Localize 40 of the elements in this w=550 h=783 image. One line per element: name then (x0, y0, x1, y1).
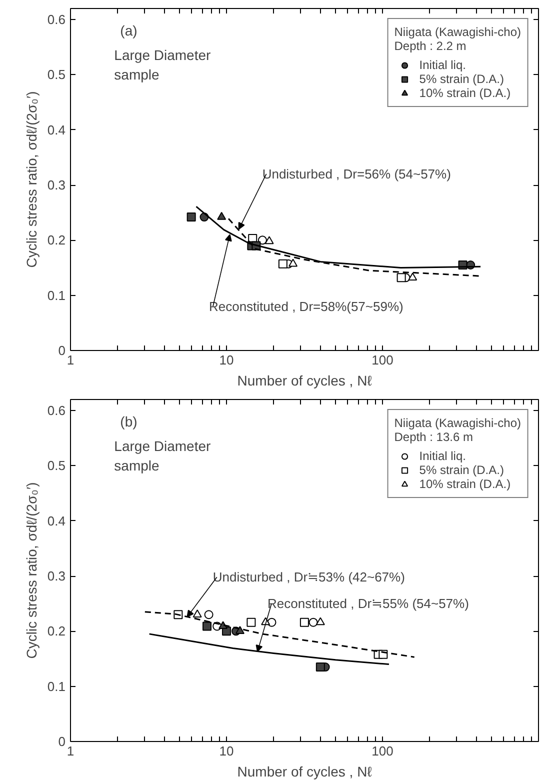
y-tick-label: 0.3 (47, 178, 66, 193)
legend-label: 5% strain (D.A.) (419, 72, 504, 86)
y-tick-label: 0.6 (47, 12, 66, 28)
y-tick-label: 0.3 (47, 568, 66, 584)
annotation: Reconstituted , Dr≒55% (54~57%) (268, 596, 469, 612)
x-tick-label: 10 (219, 352, 234, 368)
y-axis-title: Cyclic stress ratio, σdℓ/(2σ₀′) (23, 482, 40, 659)
legend-label: 10% strain (D.A.) (419, 477, 511, 491)
y-axis-title: Cyclic stress ratio, σdℓ/(2σ₀′) (23, 91, 40, 268)
x-tick-label: 100 (372, 352, 394, 368)
annotation: (a) (120, 22, 138, 38)
y-tick-label: 0 (58, 343, 66, 358)
y-tick-label: 0.1 (47, 288, 66, 303)
y-tick-label: 0.1 (47, 678, 66, 694)
x-axis-title: Number of cycles , Nℓ (237, 372, 372, 388)
legend-label: 5% strain (D.A.) (419, 463, 504, 477)
legend-title: Niigata (Kawagishi-cho) Depth : 2.2 m (394, 25, 521, 53)
y-tick-label: 0.4 (47, 513, 66, 528)
legend-title: Niigata (Kawagishi-cho) Depth : 13.6 m (394, 416, 521, 444)
y-tick-label: 0.2 (47, 232, 66, 248)
x-tick-label: 10 (219, 744, 234, 758)
y-tick-label: 0.6 (47, 403, 66, 418)
annotation: Large Diameter sample (114, 47, 212, 82)
legend-label: 10% strain (D.A.) (419, 86, 511, 100)
y-tick-label: 0.4 (47, 122, 66, 138)
x-tick-label: 1 (66, 352, 74, 368)
legend-label: Initial liq. (419, 58, 466, 72)
x-tick-label: 100 (372, 744, 394, 758)
y-tick-label: 0.5 (47, 458, 66, 474)
y-tick-label: 0 (58, 734, 66, 749)
annotation: Large Diameter sample (114, 438, 212, 474)
annotation: (b) (120, 413, 138, 430)
x-axis-title: Number of cycles , Nℓ (237, 764, 372, 780)
x-tick-label: 1 (66, 744, 74, 758)
annotation: Reconstituted , Dr=58%(57~59%) (208, 298, 404, 314)
y-tick-label: 0.2 (47, 624, 66, 639)
annotation: Undisturbed , Dr=56% (54~57%) (262, 166, 451, 182)
annotation: Undisturbed , Dr≒53% (42~67%) (212, 570, 405, 585)
y-tick-label: 0.5 (47, 67, 66, 82)
legend-label: Initial liq. (419, 449, 466, 463)
